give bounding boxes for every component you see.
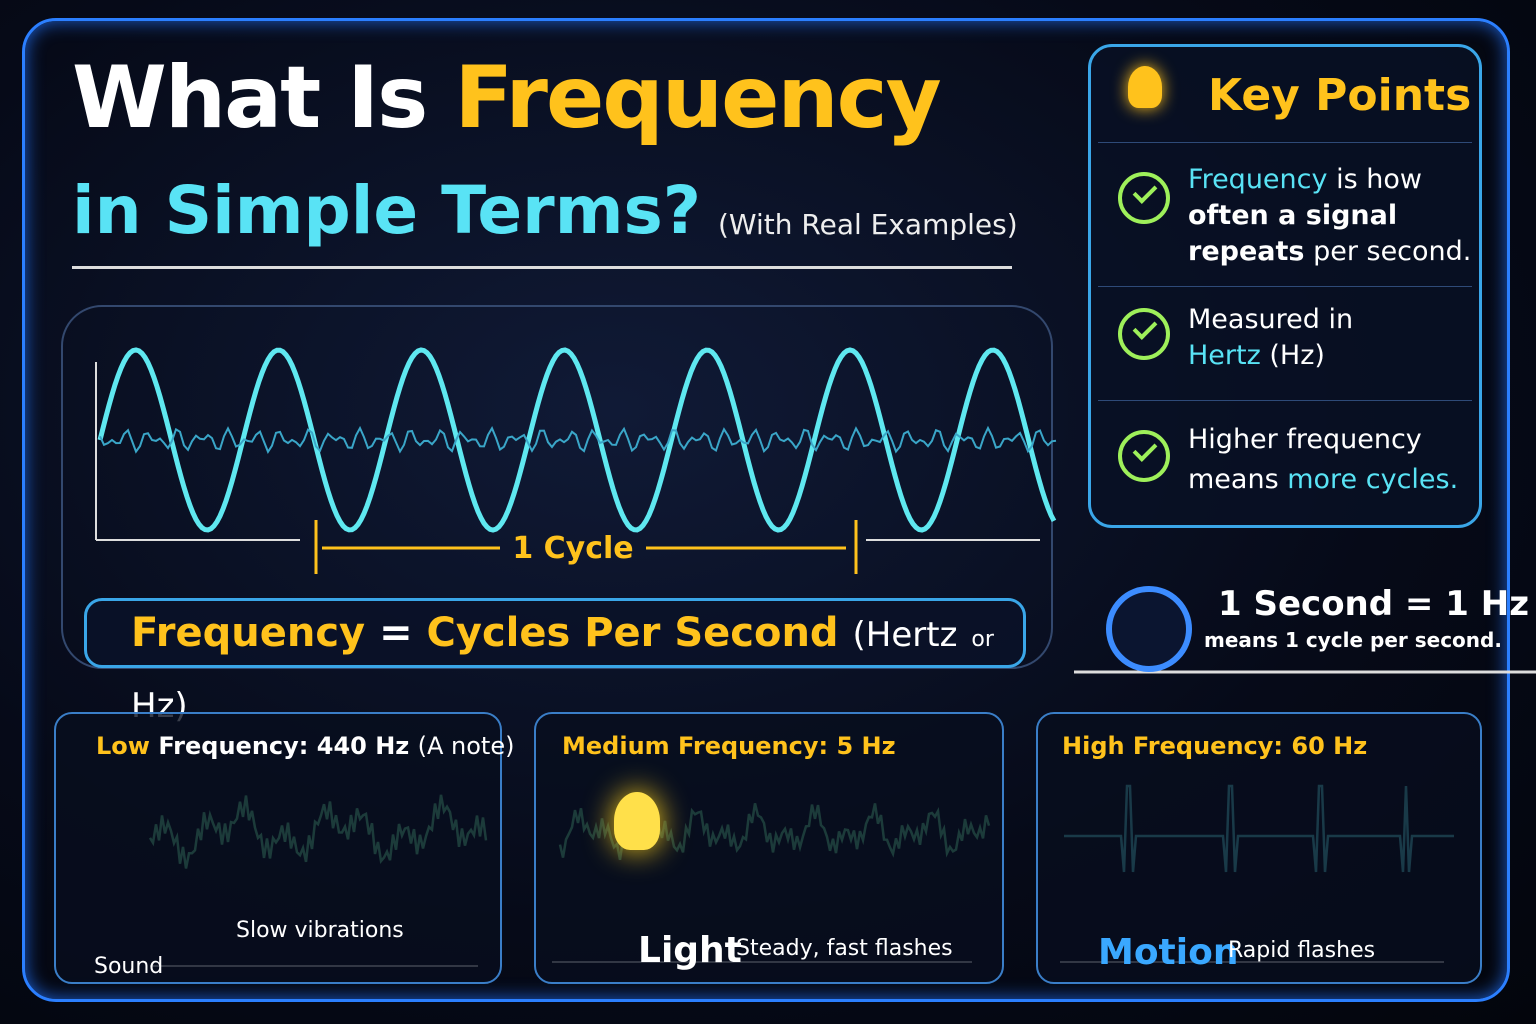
panel-caption: Rapid flashes — [1228, 938, 1376, 963]
title: What Is Frequency — [72, 48, 942, 148]
check-icon — [1118, 430, 1170, 482]
text: Hertz — [1188, 340, 1261, 371]
text: Cycles Per Second — [426, 610, 839, 656]
panel — [534, 712, 1004, 984]
separator — [1098, 142, 1472, 143]
text: means — [1188, 464, 1279, 495]
bulb-icon — [614, 792, 660, 850]
text: (A note) — [417, 732, 515, 760]
key-point: Measured in Hertz (Hz) — [1188, 302, 1478, 374]
check-icon — [1118, 172, 1170, 224]
text: repeats — [1188, 236, 1305, 267]
text: Low — [96, 732, 150, 760]
text: Medium Frequency: — [562, 732, 829, 760]
panel — [54, 712, 502, 984]
panel-caption: Steady, fast flashes — [736, 936, 953, 961]
frame — [22, 18, 1510, 1002]
underline — [72, 266, 1012, 269]
second-title: 1 Second = 1 Hz — [1218, 584, 1529, 624]
subtitle: in Simple Terms? — [72, 172, 702, 249]
text: = — [379, 610, 413, 656]
text: Frequency: — [158, 732, 309, 760]
clock-icon — [1106, 586, 1192, 672]
bulb-icon — [1128, 66, 1162, 108]
separator — [1098, 286, 1472, 287]
text: Higher frequency — [1188, 424, 1422, 455]
key-point: Frequency is how often a signal repeats pe… — [1188, 162, 1478, 270]
note: (With Real Examples) — [718, 208, 1018, 241]
panel-label: Medium Frequency: 5 Hz — [562, 732, 896, 760]
formula-box: Frequency = Cycles Per Second (Hertz or … — [84, 598, 1026, 726]
panel — [1036, 712, 1482, 984]
panel-category: Light — [638, 930, 742, 971]
text: more cycles. — [1287, 464, 1459, 495]
title-highlight: Frequency — [454, 48, 941, 148]
key-point: Higher frequency means more cycles. — [1188, 420, 1478, 500]
check-icon — [1118, 308, 1170, 360]
text: 5 Hz — [836, 732, 896, 760]
panel-label: High Frequency: 60 Hz — [1062, 732, 1367, 760]
text: High Frequency: — [1062, 732, 1284, 760]
text: Frequency — [131, 610, 366, 656]
panel-category: Motion — [1098, 932, 1239, 973]
text: (Hz) — [1269, 340, 1325, 371]
separator — [1098, 400, 1472, 401]
text: is how — [1336, 164, 1422, 195]
panel-caption: Slow vibrations — [236, 918, 404, 943]
text: often a signal — [1188, 200, 1398, 231]
title-start: What Is — [72, 48, 428, 148]
text: (Hertz — [852, 615, 958, 655]
noise-wave — [99, 425, 1057, 454]
text: 60 Hz — [1291, 732, 1368, 760]
second-caption: means 1 cycle per second. — [1204, 628, 1502, 652]
text: 440 Hz — [316, 732, 410, 760]
cycle-label: 1 Cycle — [512, 531, 633, 566]
text: or — [971, 627, 994, 652]
text: per second. — [1313, 236, 1472, 267]
sine-wave — [97, 347, 1057, 533]
text: Measured in — [1188, 304, 1354, 335]
panel-label: Low Frequency: 440 Hz (A note) — [96, 732, 514, 760]
key-points-heading: Key Points — [1208, 70, 1472, 121]
wave-box — [61, 305, 1053, 669]
text: Frequency — [1188, 164, 1328, 195]
panel-category: Sound — [94, 954, 164, 979]
